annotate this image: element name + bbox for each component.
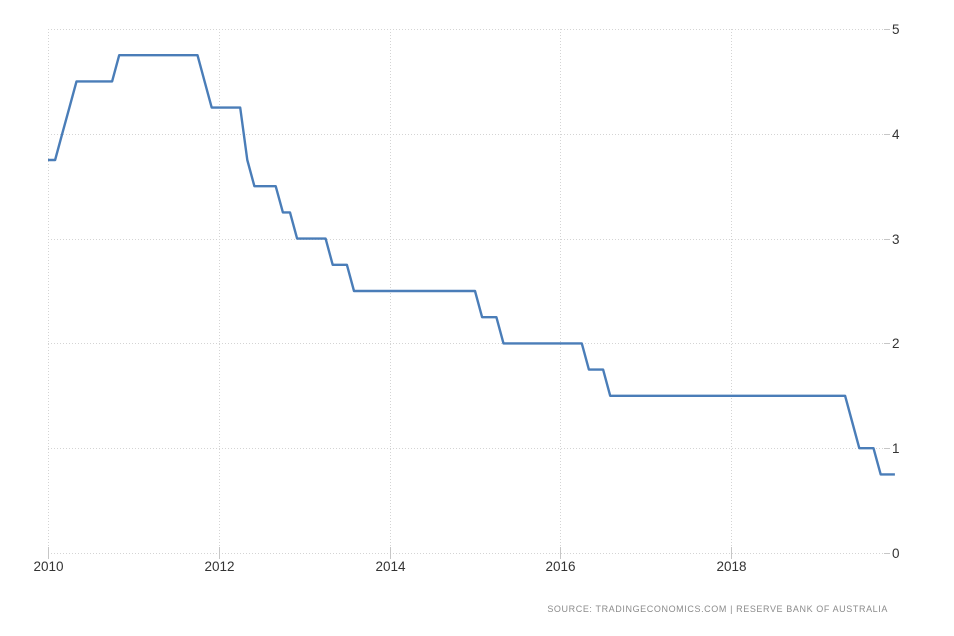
- x-axis-label: 2016: [545, 559, 576, 574]
- y-axis-label: 0: [892, 545, 900, 561]
- x-axis-label: 2018: [716, 559, 747, 574]
- source-attribution: SOURCE: TRADINGECONOMICS.COM | RESERVE B…: [547, 604, 888, 614]
- series-line[interactable]: [48, 54, 895, 476]
- x-axis-label: 2010: [33, 559, 64, 574]
- y-axis-label: 1: [892, 440, 900, 456]
- x-axis-label: 2014: [375, 559, 406, 574]
- y-axis-label: 3: [892, 231, 900, 247]
- y-axis-label: 2: [892, 335, 900, 351]
- y-axis-label: 4: [892, 126, 900, 142]
- y-axis-label: 5: [892, 21, 900, 37]
- x-axis-label: 2012: [204, 559, 235, 574]
